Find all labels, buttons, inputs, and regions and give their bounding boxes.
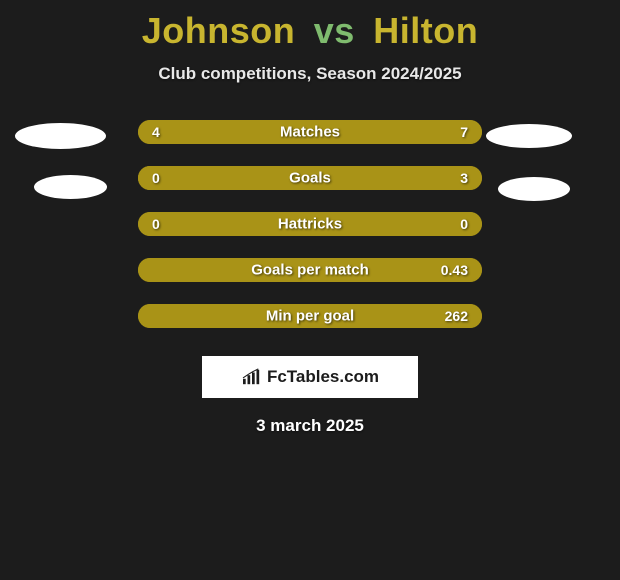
subtitle: Club competitions, Season 2024/2025 bbox=[0, 64, 620, 84]
stat-value-right: 3 bbox=[460, 170, 468, 186]
stat-value-left: 4 bbox=[152, 124, 160, 140]
stat-label: Hattricks bbox=[278, 216, 342, 233]
logo-text: FcTables.com bbox=[267, 367, 379, 387]
page-title: Johnson vs Hilton bbox=[0, 0, 620, 52]
decorative-ellipse-left-bottom bbox=[34, 175, 107, 199]
stat-value-right: 262 bbox=[445, 308, 468, 324]
barchart-icon bbox=[241, 368, 263, 386]
stat-value-left: 0 bbox=[152, 216, 160, 232]
stat-row: Goals per match 0.43 bbox=[138, 258, 482, 282]
stat-label: Goals per match bbox=[251, 262, 369, 279]
stat-row: 0 Hattricks 0 bbox=[138, 212, 482, 236]
stat-row: 4 Matches 7 bbox=[138, 120, 482, 144]
logo: FcTables.com bbox=[241, 367, 379, 387]
decorative-ellipse-left-top bbox=[15, 123, 106, 149]
stat-label: Min per goal bbox=[266, 308, 354, 325]
player2-name: Hilton bbox=[373, 10, 478, 51]
date: 3 march 2025 bbox=[0, 416, 620, 436]
vs-text: vs bbox=[314, 10, 355, 51]
stat-value-right: 0.43 bbox=[441, 262, 468, 278]
stat-value-right: 0 bbox=[460, 216, 468, 232]
logo-box: FcTables.com bbox=[202, 356, 418, 398]
comparison-infographic: Johnson vs Hilton Club competitions, Sea… bbox=[0, 0, 620, 580]
stats-list: 4 Matches 7 0 Goals 3 0 Hattricks 0 Goals per mat… bbox=[0, 120, 620, 328]
decorative-ellipse-right-bottom bbox=[498, 177, 570, 201]
stat-label: Goals bbox=[289, 170, 331, 187]
stat-row: 0 Goals 3 bbox=[138, 166, 482, 190]
stat-label: Matches bbox=[280, 124, 340, 141]
stat-value-left: 0 bbox=[152, 170, 160, 186]
stat-row: Min per goal 262 bbox=[138, 304, 482, 328]
player1-name: Johnson bbox=[142, 10, 296, 51]
decorative-ellipse-right-top bbox=[486, 124, 572, 148]
stat-value-right: 7 bbox=[460, 124, 468, 140]
